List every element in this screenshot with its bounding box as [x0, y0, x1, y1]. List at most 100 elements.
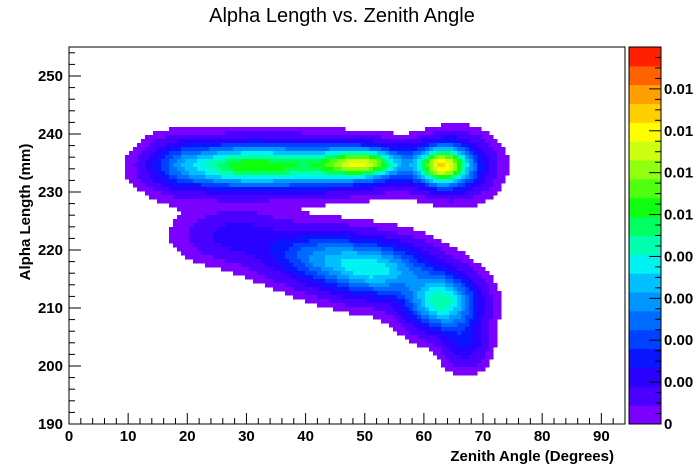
- heatmap-cell: [425, 243, 430, 248]
- heatmap-cell: [293, 295, 298, 300]
- heatmap-cell: [193, 259, 198, 264]
- heatmap-cell: [461, 203, 466, 208]
- heatmap-cell: [193, 199, 198, 204]
- heatmap-cell: [257, 143, 262, 148]
- heatmap-cell: [433, 319, 438, 324]
- heatmap-cell: [429, 259, 434, 264]
- heatmap-cell: [325, 223, 330, 228]
- heatmap-cell: [473, 287, 478, 292]
- heatmap-cell: [293, 147, 298, 152]
- heatmap-cell: [465, 343, 470, 348]
- heatmap-cell: [413, 255, 418, 260]
- heatmap-cell: [457, 359, 462, 364]
- heatmap-cell: [133, 159, 138, 164]
- heatmap-cell: [333, 275, 338, 280]
- heatmap-cell: [397, 255, 402, 260]
- heatmap-cell: [217, 223, 222, 228]
- heatmap-cell: [361, 191, 366, 196]
- heatmap-cell: [389, 191, 394, 196]
- heatmap-cell: [393, 231, 398, 236]
- heatmap-cell: [309, 279, 314, 284]
- heatmap-cell: [173, 179, 178, 184]
- heatmap-cell: [377, 195, 382, 200]
- heatmap-cell: [305, 131, 310, 136]
- heatmap-cell: [357, 135, 362, 140]
- heatmap-cell: [205, 135, 210, 140]
- heatmap-cell: [337, 227, 342, 232]
- heatmap-cell: [401, 323, 406, 328]
- heatmap-cell: [309, 143, 314, 148]
- heatmap-cell: [473, 327, 478, 332]
- heatmap-cell: [337, 267, 342, 272]
- heatmap-cell: [365, 155, 370, 160]
- heatmap-cell: [381, 275, 386, 280]
- heatmap-cell: [329, 175, 334, 180]
- heatmap-cell: [413, 287, 418, 292]
- heatmap-cell: [501, 163, 506, 168]
- heatmap-cell: [377, 299, 382, 304]
- heatmap-cell: [433, 135, 438, 140]
- heatmap-cell: [169, 163, 174, 168]
- heatmap-cell: [305, 147, 310, 152]
- heatmap-cell: [373, 295, 378, 300]
- heatmap-cell: [137, 167, 142, 172]
- heatmap-cell: [201, 127, 206, 132]
- heatmap-cell: [373, 255, 378, 260]
- heatmap-cell: [373, 299, 378, 304]
- heatmap-cell: [193, 235, 198, 240]
- heatmap-cell: [313, 199, 318, 204]
- heatmap-cell: [465, 331, 470, 336]
- heatmap-cell: [217, 139, 222, 144]
- heatmap-cell: [493, 319, 498, 324]
- heatmap-cell: [465, 131, 470, 136]
- heatmap-cell: [413, 327, 418, 332]
- heatmap-cell: [321, 231, 326, 236]
- heatmap-cell: [161, 191, 166, 196]
- heatmap-cell: [397, 191, 402, 196]
- heatmap-cell: [389, 275, 394, 280]
- heatmap-cell: [189, 251, 194, 256]
- heatmap-cell: [165, 195, 170, 200]
- heatmap-cell: [389, 323, 394, 328]
- heatmap-cell: [469, 319, 474, 324]
- heatmap-cell: [369, 155, 374, 160]
- heatmap-cell: [321, 299, 326, 304]
- heatmap-cell: [225, 191, 230, 196]
- heatmap-cell: [345, 155, 350, 160]
- x-tick-label: 20: [179, 428, 196, 445]
- heatmap-cell: [389, 307, 394, 312]
- heatmap-cell: [485, 187, 490, 192]
- heatmap-cell: [425, 255, 430, 260]
- heatmap-cell: [469, 175, 474, 180]
- heatmap-cell: [181, 223, 186, 228]
- heatmap-cell: [333, 283, 338, 288]
- heatmap-cell: [453, 183, 458, 188]
- heatmap-cell: [505, 155, 510, 160]
- heatmap-cell: [345, 227, 350, 232]
- heatmap-cell: [473, 279, 478, 284]
- heatmap-cell: [405, 255, 410, 260]
- heatmap-cell: [465, 323, 470, 328]
- heatmap-cell: [189, 163, 194, 168]
- heatmap-cell: [469, 275, 474, 280]
- heatmap-cell: [209, 167, 214, 172]
- heatmap-cell: [277, 175, 282, 180]
- heatmap-cell: [313, 271, 318, 276]
- heatmap-cell: [401, 279, 406, 284]
- heatmap-cell: [273, 275, 278, 280]
- heatmap-cell: [325, 247, 330, 252]
- heatmap-cell: [289, 131, 294, 136]
- heatmap-cell: [245, 135, 250, 140]
- heatmap-cell: [325, 143, 330, 148]
- heatmap-cell: [133, 175, 138, 180]
- heatmap-cell: [473, 267, 478, 272]
- heatmap-cell: [485, 139, 490, 144]
- heatmap-cell: [337, 247, 342, 252]
- heatmap-cell: [417, 311, 422, 316]
- heatmap-cell: [317, 131, 322, 136]
- heatmap-cell: [137, 155, 142, 160]
- heatmap-cell: [289, 171, 294, 176]
- heatmap-cell: [241, 227, 246, 232]
- heatmap-cell: [209, 143, 214, 148]
- heatmap-cell: [293, 247, 298, 252]
